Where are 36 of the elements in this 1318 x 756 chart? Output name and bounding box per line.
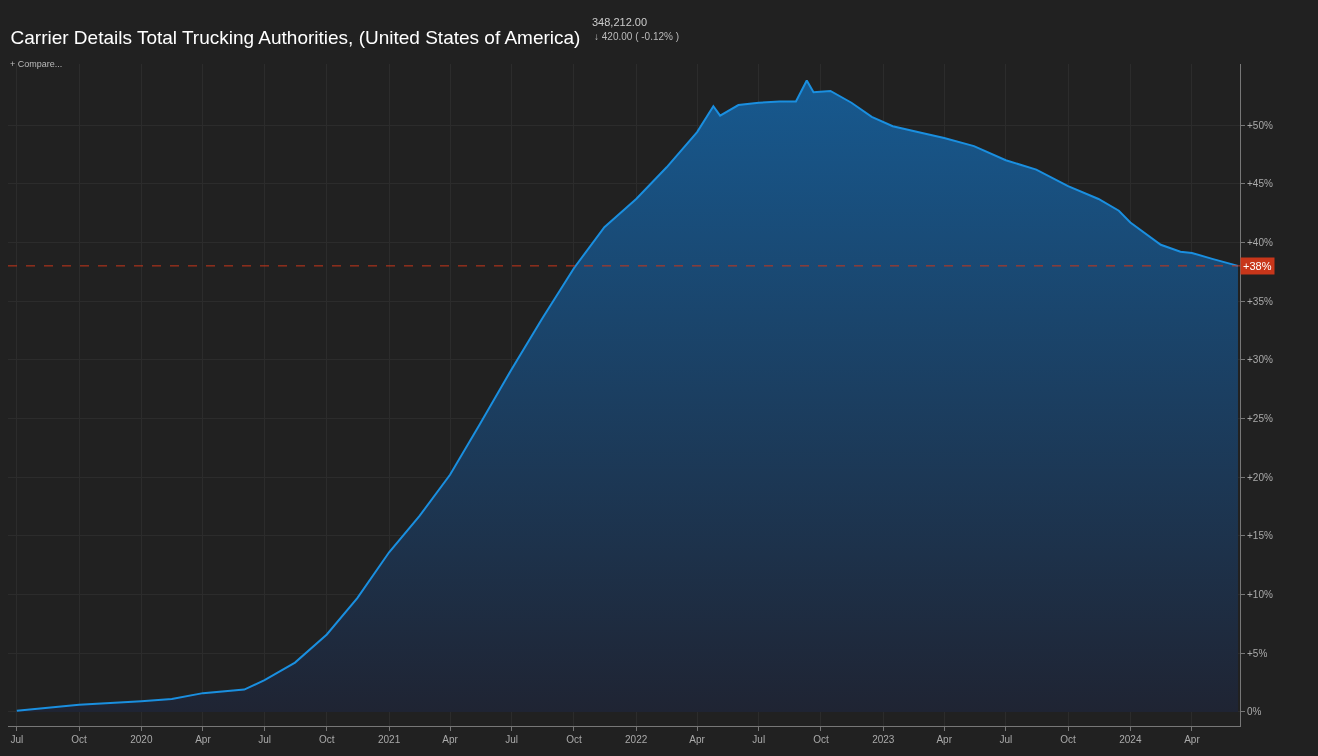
x-tick-label: 2023 [872,734,895,745]
x-tick-label: 2022 [625,734,648,745]
y-tick-label: +50% [1247,119,1273,131]
x-tick-label: Jul [10,734,24,745]
x-tick-label: Jul [505,734,519,745]
x-tick-label: Apr [936,734,953,745]
y-tick-label: +35% [1247,295,1273,307]
x-tick-label: Oct [319,734,335,745]
x-tick-label: Oct [813,734,829,745]
x-tick-label: Apr [195,734,212,745]
x-tick-label: 2024 [1119,734,1142,745]
x-tick-label: Jul [752,734,766,745]
x-tick-label: Apr [1184,734,1201,745]
x-tick-label: Oct [1060,734,1077,745]
text: 348,212.00 [592,16,648,28]
y-tick-label: +40% [1247,236,1273,248]
ref-line-label: +38% [1243,260,1272,272]
y-tick-label: +5% [1247,647,1268,659]
y-tick-label: +45% [1247,178,1273,190]
x-tick-label: Apr [689,734,706,745]
x-tick-label: Jul [258,734,271,745]
y-tick-label: +15% [1247,530,1273,542]
y-tick-label: +25% [1247,412,1273,424]
y-tick-label: +30% [1247,354,1273,366]
annotation: + Compare... [10,59,63,69]
chart-title: Carrier Details Total Trucking Authorities, (United States of America) [10,27,581,49]
x-tick-label: 2020 [130,734,153,745]
y-tick-label: +20% [1247,471,1273,483]
x-tick-label: Jul [999,734,1013,745]
y-tick-label: 0% [1247,706,1262,718]
x-tick-label: Oct [71,734,88,745]
text: ↓ 420.00 ( -0.12% ) [594,31,680,42]
x-tick-label: 2021 [377,734,401,745]
y-tick-label: +10% [1247,589,1273,601]
x-tick-label: Apr [442,734,459,745]
x-tick-label: Oct [566,734,582,745]
